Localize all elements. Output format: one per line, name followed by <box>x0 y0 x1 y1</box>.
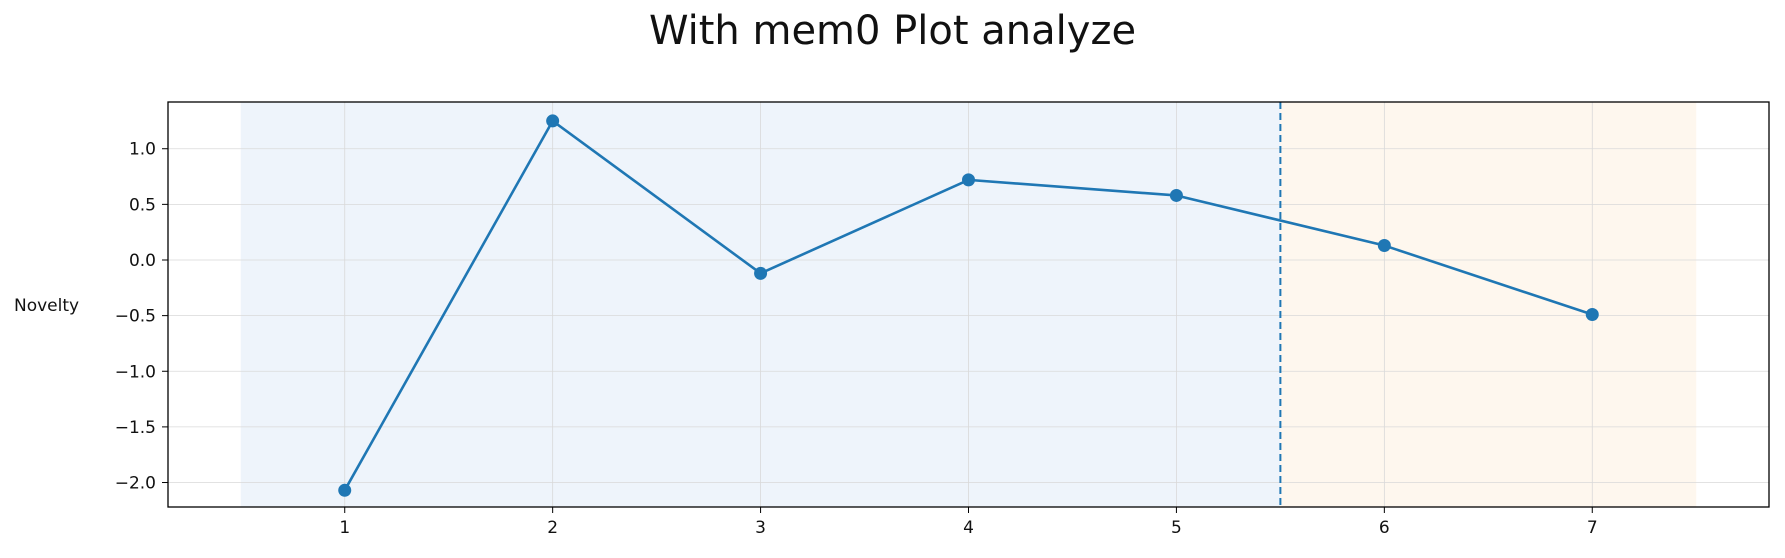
y-tick-label: −0.5 <box>115 307 156 327</box>
data-point <box>962 173 975 187</box>
x-tick-label: 5 <box>1171 518 1182 538</box>
y-tick-label: 0.5 <box>129 195 156 215</box>
data-point <box>546 114 560 128</box>
data-point <box>1169 188 1183 202</box>
chart-title: With mem0 Plot analyze <box>648 8 1137 54</box>
data-point <box>338 483 352 497</box>
x-tick-label: 3 <box>755 518 766 538</box>
y-tick-label: −2.0 <box>115 474 156 494</box>
y-tick-label: 0.0 <box>129 251 156 271</box>
y-tick-label: −1.0 <box>115 362 156 382</box>
y-tick-label: 1.0 <box>129 140 156 160</box>
x-tick-label: 4 <box>963 518 974 538</box>
y-axis-label: Novelty <box>14 296 79 316</box>
data-point <box>1585 308 1599 322</box>
x-tick-label: 7 <box>1587 518 1598 538</box>
x-tick-label: 6 <box>1379 518 1390 538</box>
data-point <box>754 266 768 280</box>
y-tick-label: −1.5 <box>115 418 156 438</box>
x-tick-label: 1 <box>339 518 350 538</box>
x-tick-label: 2 <box>547 518 558 538</box>
data-point <box>1377 239 1391 253</box>
shaded-region-2 <box>1280 102 1697 507</box>
